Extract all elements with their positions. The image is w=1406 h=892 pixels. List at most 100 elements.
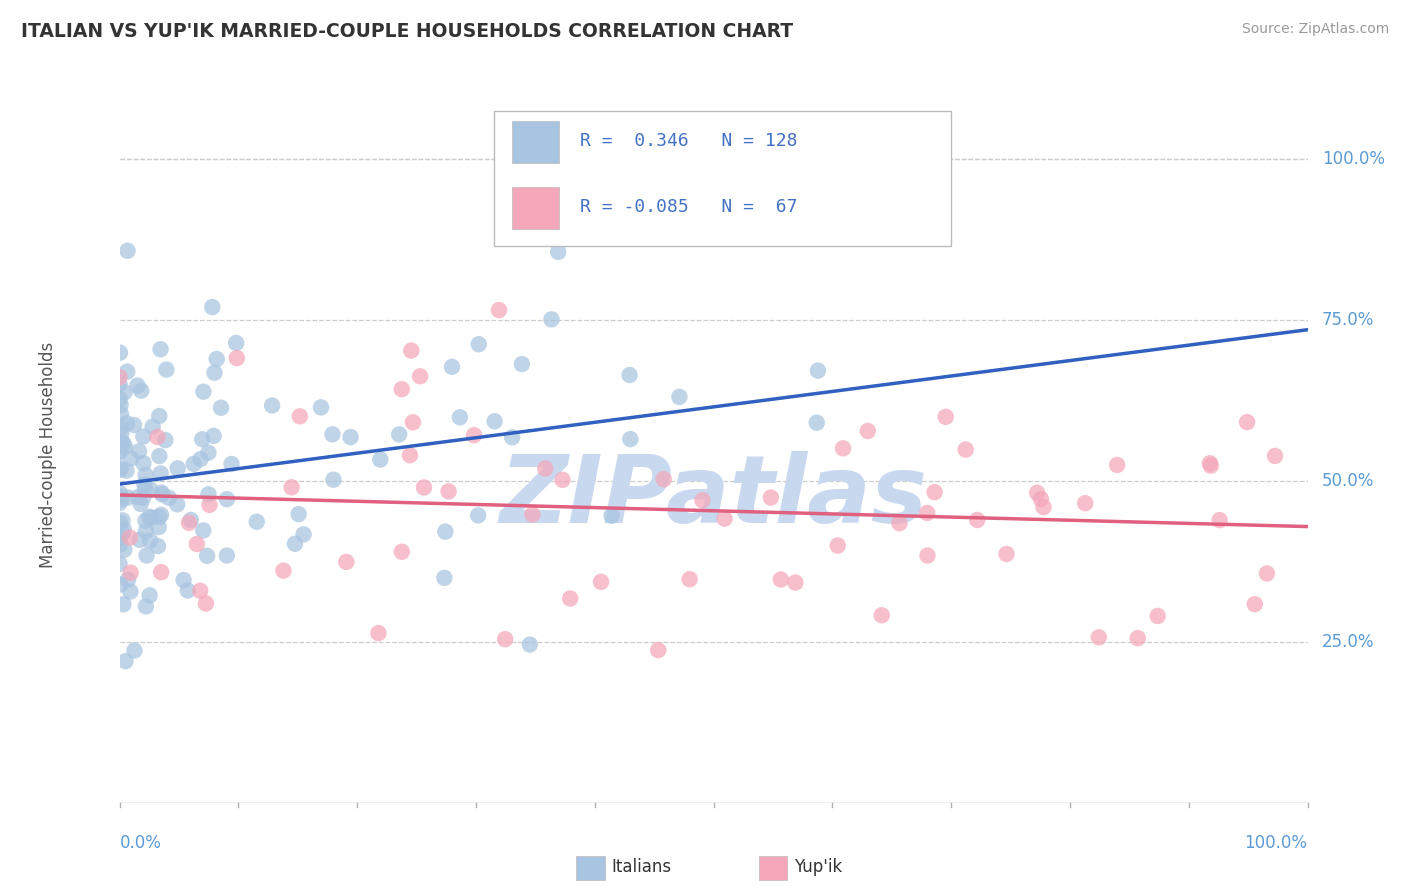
Point (391, 545, 413, 559)
Text: Source: ZipAtlas.com: Source: ZipAtlas.com (1241, 22, 1389, 37)
Point (110, 398, 132, 412)
Point (388, 427, 411, 442)
Point (193, 524, 215, 538)
Point (335, 555, 357, 569)
Point (115, 417, 138, 431)
Point (112, 597, 135, 611)
Point (309, 401, 332, 415)
Point (1243, 597, 1265, 611)
Point (600, 508, 623, 523)
Text: R =  0.346   N = 128: R = 0.346 N = 128 (581, 132, 799, 150)
Point (484, 414, 506, 428)
Point (108, 538, 131, 552)
Point (1032, 500, 1054, 514)
Point (128, 533, 150, 547)
Point (132, 456, 155, 470)
Point (322, 473, 344, 487)
Point (120, 584, 142, 599)
Point (138, 509, 160, 524)
Point (194, 597, 217, 611)
Point (127, 378, 149, 392)
Point (108, 444, 131, 458)
Point (114, 440, 136, 454)
Point (108, 490, 131, 504)
Point (115, 464, 138, 478)
Point (108, 370, 131, 384)
Point (225, 335, 247, 350)
Point (197, 487, 219, 501)
Point (321, 427, 343, 442)
Point (494, 632, 516, 647)
Point (433, 571, 456, 585)
Point (292, 527, 315, 541)
Point (108, 486, 131, 500)
Point (391, 382, 413, 396)
Point (1126, 631, 1149, 645)
Point (108, 557, 131, 571)
Point (108, 437, 131, 451)
Point (540, 312, 562, 326)
Point (134, 477, 156, 491)
Point (112, 542, 135, 557)
Point (832, 442, 855, 456)
Point (135, 599, 157, 614)
Point (150, 487, 173, 501)
Point (201, 300, 224, 314)
Point (966, 513, 988, 527)
Point (202, 429, 225, 443)
FancyBboxPatch shape (512, 187, 560, 229)
Point (128, 444, 150, 458)
Point (647, 643, 669, 657)
Point (713, 511, 735, 525)
Point (124, 643, 146, 657)
Text: ZIPatlas: ZIPatlas (499, 450, 928, 542)
Point (806, 416, 828, 430)
Point (434, 524, 457, 539)
Point (769, 573, 792, 587)
Point (157, 491, 180, 505)
Text: 100.0%: 100.0% (1244, 834, 1308, 852)
Point (284, 537, 307, 551)
Point (399, 343, 422, 358)
Point (183, 457, 205, 471)
Point (129, 384, 152, 398)
Point (522, 508, 544, 522)
Point (488, 303, 510, 318)
Point (134, 514, 156, 528)
Point (195, 549, 218, 563)
Point (560, 591, 582, 606)
Point (399, 448, 422, 462)
Point (870, 608, 893, 623)
Point (148, 520, 170, 534)
Point (1088, 631, 1111, 645)
Point (190, 452, 212, 467)
Point (215, 549, 238, 563)
Point (955, 442, 977, 457)
Point (1199, 458, 1222, 473)
Point (510, 357, 533, 371)
Point (409, 369, 432, 384)
Text: ITALIAN VS YUP'IK MARRIED-COUPLE HOUSEHOLDS CORRELATION CHART: ITALIAN VS YUP'IK MARRIED-COUPLE HOUSEHO… (21, 22, 793, 41)
Point (759, 491, 782, 505)
Point (288, 409, 311, 424)
Point (149, 343, 172, 357)
Point (120, 451, 142, 466)
Point (1026, 485, 1049, 500)
Point (111, 525, 134, 540)
Point (176, 583, 198, 598)
Point (785, 575, 807, 590)
Point (339, 430, 361, 444)
Point (287, 507, 309, 521)
Point (668, 390, 690, 404)
Point (368, 452, 391, 467)
Point (188, 583, 211, 598)
Point (149, 467, 172, 481)
Point (120, 566, 142, 580)
Point (155, 362, 177, 376)
Point (141, 510, 163, 524)
Point (150, 508, 173, 522)
Point (117, 491, 139, 505)
Point (110, 461, 132, 475)
Point (551, 473, 574, 487)
Point (273, 564, 295, 578)
